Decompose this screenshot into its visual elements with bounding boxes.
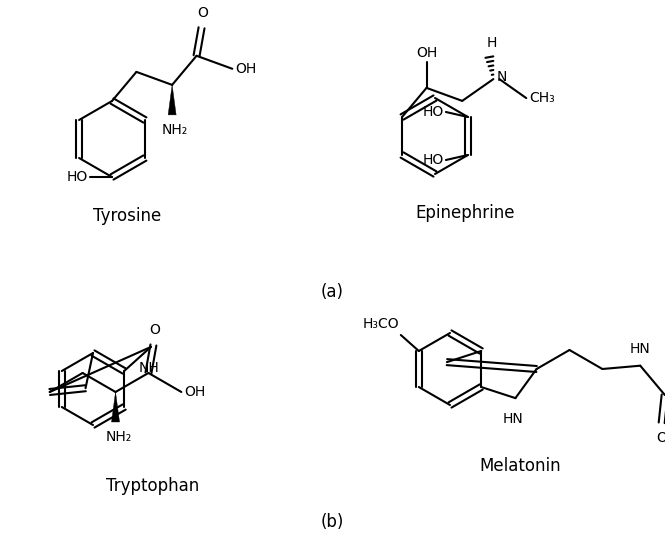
Text: O: O bbox=[149, 323, 160, 337]
Text: CH₃: CH₃ bbox=[529, 91, 555, 105]
Text: Tyrosine: Tyrosine bbox=[93, 207, 161, 225]
Text: (b): (b) bbox=[321, 513, 344, 531]
Text: O: O bbox=[197, 6, 208, 20]
Text: H₃CO: H₃CO bbox=[362, 317, 399, 331]
Text: OH: OH bbox=[184, 385, 205, 399]
Polygon shape bbox=[168, 85, 176, 115]
Text: HN: HN bbox=[630, 342, 650, 356]
Text: Tryptophan: Tryptophan bbox=[106, 477, 200, 495]
Text: OH: OH bbox=[235, 62, 257, 76]
Polygon shape bbox=[112, 392, 120, 422]
Text: HN: HN bbox=[503, 412, 524, 426]
Text: HO: HO bbox=[66, 170, 88, 184]
Text: HO: HO bbox=[423, 105, 444, 119]
Text: Epinephrine: Epinephrine bbox=[415, 204, 515, 222]
Text: H: H bbox=[486, 36, 497, 50]
Text: N: N bbox=[496, 70, 507, 84]
Text: Melatonin: Melatonin bbox=[479, 457, 561, 475]
Text: NH: NH bbox=[138, 361, 160, 375]
Text: HO: HO bbox=[423, 153, 444, 167]
Text: NH₂: NH₂ bbox=[162, 123, 188, 137]
Text: OH: OH bbox=[416, 46, 437, 60]
Text: NH₂: NH₂ bbox=[106, 430, 132, 444]
Text: O: O bbox=[656, 431, 665, 445]
Text: (a): (a) bbox=[321, 283, 344, 301]
